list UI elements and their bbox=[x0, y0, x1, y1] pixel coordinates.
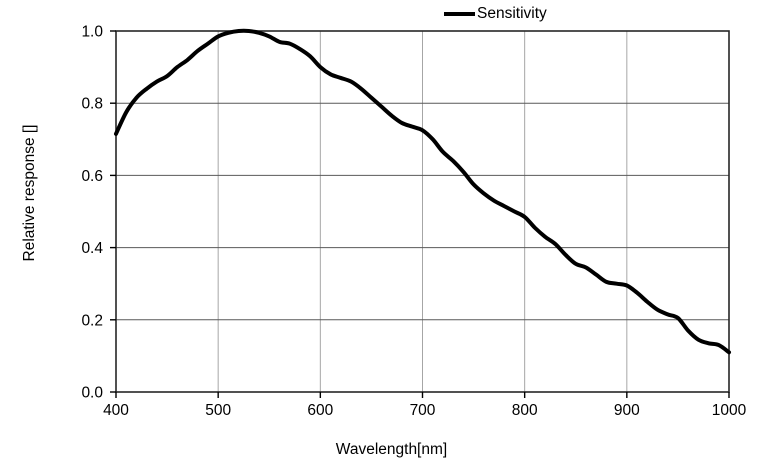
x-tick-label: 600 bbox=[307, 402, 333, 419]
y-tick-label: 0.0 bbox=[81, 385, 103, 402]
y-tick-label: 1.0 bbox=[81, 24, 103, 41]
y-tick-label: 0.4 bbox=[81, 240, 103, 257]
x-tick-label: 1000 bbox=[712, 402, 747, 419]
y-tick-label: 0.6 bbox=[81, 168, 103, 185]
y-axis-title: Relative response [] bbox=[21, 124, 38, 262]
y-tick-label: 0.2 bbox=[81, 312, 103, 329]
x-tick-label: 400 bbox=[103, 402, 129, 419]
legend-line-sample bbox=[444, 12, 475, 16]
sensitivity-curve bbox=[114, 28, 731, 355]
x-axis-title: Wavelength[nm] bbox=[335, 441, 448, 458]
legend-label: Sensitivity bbox=[477, 5, 547, 22]
x-tick-label: 500 bbox=[205, 402, 231, 419]
legend: Sensitivity bbox=[444, 6, 547, 22]
x-tick-label: 800 bbox=[512, 402, 538, 419]
x-tick-label: 700 bbox=[410, 402, 436, 419]
y-tick-label: 0.8 bbox=[81, 96, 103, 113]
x-tick-label: 900 bbox=[614, 402, 640, 419]
